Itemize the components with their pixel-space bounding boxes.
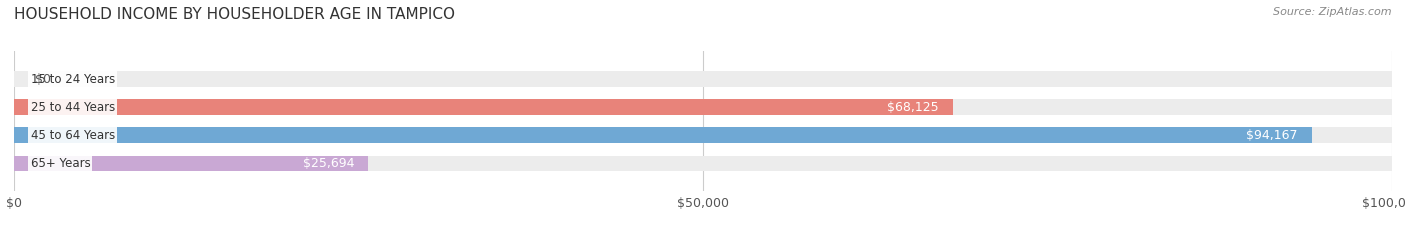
Bar — [14, 71, 1392, 87]
Bar — [14, 156, 1392, 171]
Text: 15 to 24 Years: 15 to 24 Years — [31, 72, 115, 86]
Text: $0: $0 — [35, 72, 51, 86]
Bar — [14, 99, 953, 115]
Text: Source: ZipAtlas.com: Source: ZipAtlas.com — [1274, 7, 1392, 17]
Bar — [14, 127, 1312, 143]
Text: HOUSEHOLD INCOME BY HOUSEHOLDER AGE IN TAMPICO: HOUSEHOLD INCOME BY HOUSEHOLDER AGE IN T… — [14, 7, 456, 22]
Text: 25 to 44 Years: 25 to 44 Years — [31, 101, 115, 114]
Bar — [14, 156, 368, 171]
Text: 45 to 64 Years: 45 to 64 Years — [31, 129, 115, 142]
Text: $94,167: $94,167 — [1246, 129, 1298, 142]
Text: $25,694: $25,694 — [302, 157, 354, 170]
Bar — [14, 99, 1392, 115]
Text: $68,125: $68,125 — [887, 101, 939, 114]
Text: 65+ Years: 65+ Years — [31, 157, 90, 170]
Bar — [14, 127, 1392, 143]
